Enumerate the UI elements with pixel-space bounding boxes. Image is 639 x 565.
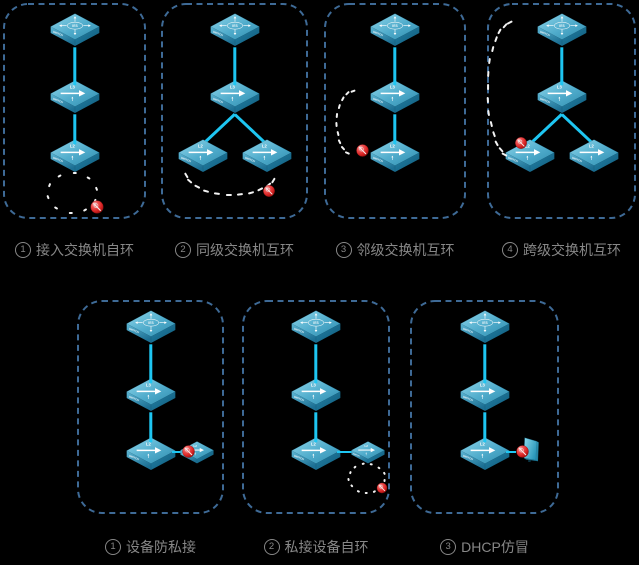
svg-text:L2: L2 [197, 144, 203, 149]
svg-text:L2: L2 [365, 444, 369, 448]
svg-text:IES: IES [148, 321, 154, 325]
svg-text:IES: IES [313, 321, 319, 325]
svg-text:IES: IES [392, 24, 398, 28]
svg-text:IES: IES [559, 24, 565, 28]
svg-text:IES: IES [482, 321, 488, 325]
svg-text:IES: IES [72, 24, 78, 28]
svg-text:L2: L2 [69, 144, 75, 149]
svg-text:L3: L3 [229, 85, 235, 90]
svg-text:L3: L3 [556, 85, 562, 90]
svg-text:L2: L2 [261, 144, 267, 149]
svg-text:L2: L2 [145, 442, 151, 447]
svg-text:L3: L3 [69, 85, 75, 90]
svg-text:L2: L2 [588, 144, 594, 149]
svg-text:L3: L3 [145, 383, 151, 388]
svg-text:L2: L2 [390, 144, 396, 149]
svg-text:L2: L2 [479, 442, 485, 447]
svg-text:L3: L3 [479, 383, 485, 388]
svg-text:L2: L2 [311, 442, 317, 447]
svg-text:L3: L3 [390, 85, 396, 90]
svg-text:IES: IES [232, 24, 238, 28]
svg-text:L3: L3 [311, 383, 317, 388]
